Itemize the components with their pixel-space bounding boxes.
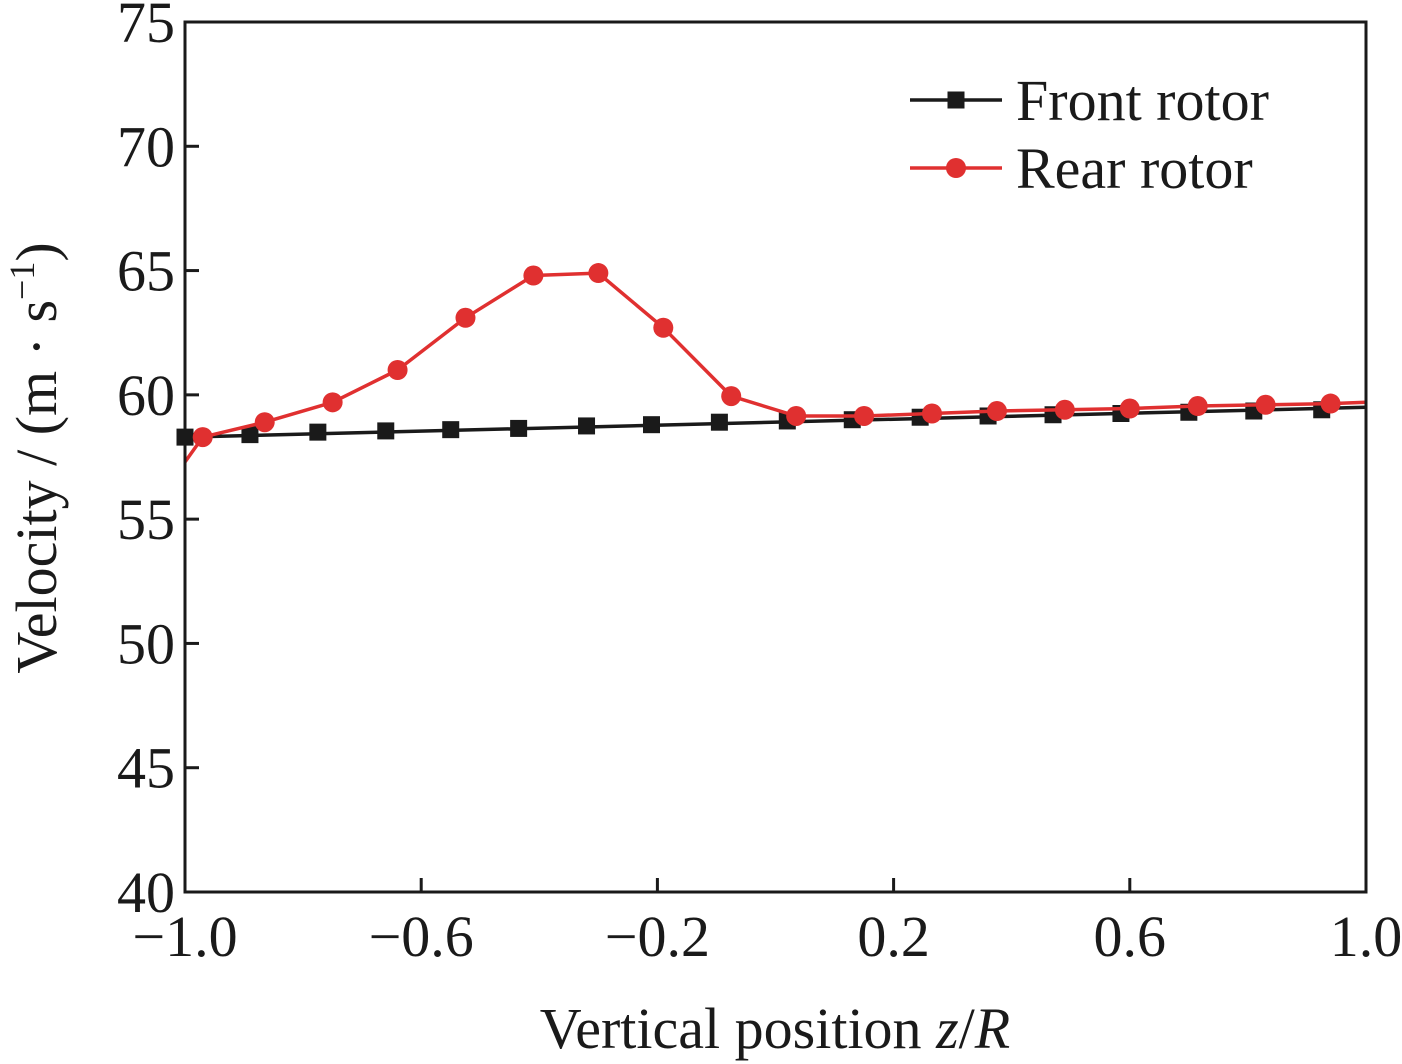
data-point-rear-rotor: [986, 401, 1007, 422]
legend-marker-front-rotor: [947, 91, 965, 109]
x-tick-label: −0.2: [605, 904, 710, 969]
y-axis-title-text: Velocity / (m · s: [4, 300, 69, 674]
data-point-rear-rotor: [854, 405, 875, 426]
x-tick-label: 0.2: [857, 904, 930, 969]
data-point-rear-rotor: [1119, 398, 1140, 419]
legend-label-rear-rotor: Rear rotor: [1016, 136, 1253, 201]
legend-item-front-rotor: Front rotor: [910, 68, 1269, 133]
x-tick-label: 1.0: [1330, 904, 1402, 969]
data-point-front-rotor: [309, 423, 327, 441]
series-rear-rotor: [183, 263, 1367, 464]
series-layer: [176, 263, 1367, 464]
y-tick-label: 75: [117, 0, 175, 55]
x-axis-title-r: R: [974, 996, 1010, 1061]
tick-labels: 40 45 50 55 60 65 70 75 −1.0 −0.6 −0.2 0.2 0.6 1.0: [117, 0, 1402, 969]
y-tick-label: 70: [117, 114, 175, 179]
data-point-front-rotor: [578, 417, 596, 435]
data-point-rear-rotor: [1187, 396, 1208, 417]
data-point-front-rotor: [510, 419, 528, 437]
data-point-front-rotor: [241, 426, 259, 444]
data-point-rear-rotor: [523, 265, 544, 286]
data-point-rear-rotor: [192, 427, 213, 448]
x-axis-title-slash: /: [959, 996, 976, 1061]
x-axis-title-text: Vertical position: [540, 996, 936, 1061]
data-point-rear-rotor: [921, 403, 942, 424]
y-tick-label: 55: [117, 487, 175, 552]
data-point-front-rotor: [710, 413, 728, 431]
y-tick-label: 60: [117, 363, 175, 428]
data-point-rear-rotor: [786, 405, 807, 426]
data-point-front-rotor: [442, 421, 460, 439]
data-point-rear-rotor: [455, 307, 476, 328]
data-point-rear-rotor: [322, 392, 343, 413]
data-point-front-rotor: [642, 416, 660, 434]
data-point-rear-rotor: [1255, 394, 1276, 415]
data-point-rear-rotor: [588, 263, 609, 284]
legend-label-front-rotor: Front rotor: [1016, 68, 1269, 133]
series-line-rear-rotor: [183, 271, 1367, 464]
data-point-rear-rotor: [1054, 399, 1075, 420]
plot-frame: [183, 20, 1368, 894]
data-point-rear-rotor: [721, 386, 742, 407]
y-axis-title-close: ): [4, 242, 69, 261]
y-tick-label: 65: [117, 239, 175, 304]
y-tick-label: 45: [117, 736, 175, 801]
data-point-rear-rotor: [1320, 393, 1341, 414]
x-tick-label: 0.6: [1094, 904, 1167, 969]
x-tick-label: −0.6: [369, 904, 474, 969]
y-tick-label: 50: [117, 611, 175, 676]
data-point-rear-rotor: [653, 317, 674, 338]
data-point-rear-rotor: [387, 360, 408, 380]
data-point-rear-rotor: [254, 412, 275, 433]
y-axis-title: Velocity / (m · s−1): [2, 242, 69, 673]
data-point-front-rotor: [377, 422, 395, 440]
legend-item-rear-rotor: Rear rotor: [910, 136, 1253, 201]
legend-marker-rear-rotor: [946, 158, 966, 178]
y-axis-title-exponent: −1: [2, 262, 42, 300]
x-axis-title: Vertical position z/R: [540, 996, 1010, 1061]
y-tick-label: 40: [117, 860, 175, 925]
x-axis-title-z: z: [935, 996, 959, 1061]
x-tick-label: −1.0: [132, 904, 237, 969]
